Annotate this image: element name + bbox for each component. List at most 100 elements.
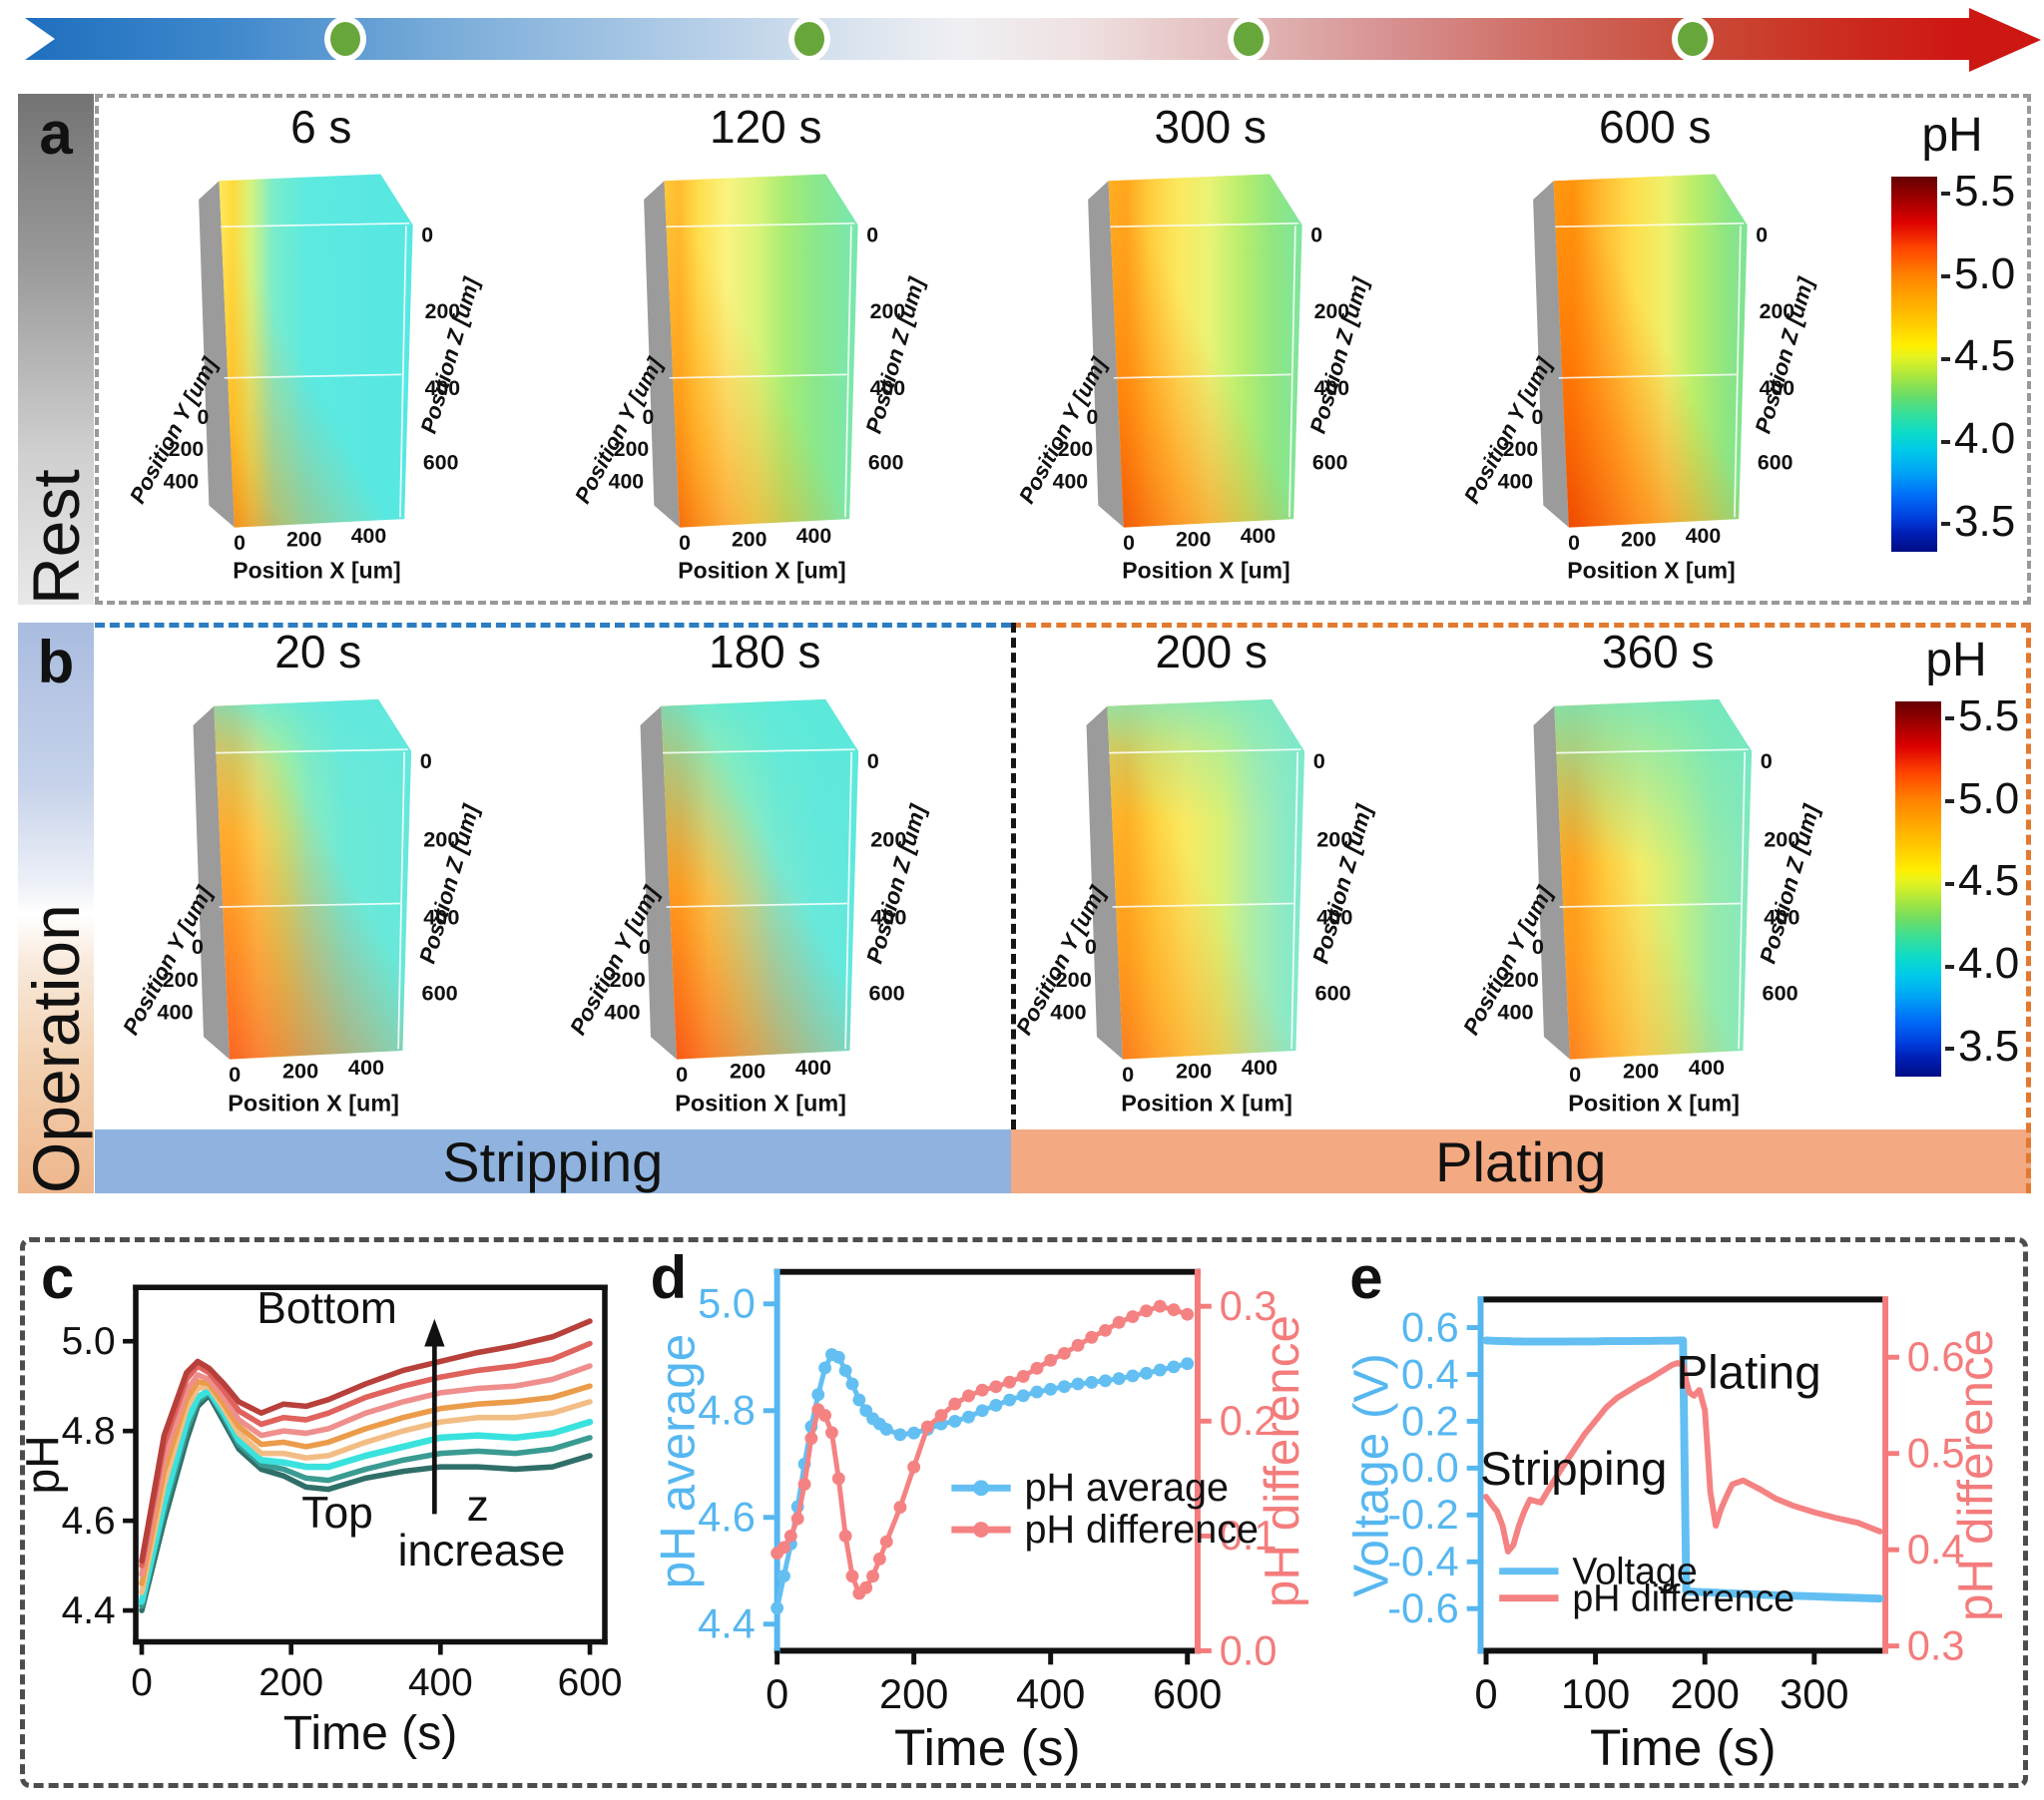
volume-3d-svg: 0 200 400 600 Position Z [um] 0 200 400 Position… (565, 698, 931, 1117)
volume-plot-title: 300 s (1154, 101, 1268, 153)
svg-text:200: 200 (169, 437, 204, 461)
colorbar-tick-label: 4.5 (1945, 856, 2019, 906)
colorbar: pH 5.5 5.0 4.5 4.0 3.5 (1881, 623, 2031, 1127)
svg-text:400: 400 (1242, 1055, 1278, 1080)
svg-text:200: 200 (425, 299, 460, 323)
volume-plot-title: 20 s (274, 626, 362, 677)
rest-label-bar: a Rest (18, 94, 94, 605)
svg-text:400: 400 (1689, 1055, 1725, 1080)
svg-text:0.2: 0.2 (1401, 1397, 1459, 1444)
svg-text:400: 400 (1241, 524, 1276, 548)
svg-text:200: 200 (282, 1059, 318, 1084)
svg-text:600: 600 (868, 981, 904, 1006)
colorbar-bar (1891, 177, 1937, 552)
svg-text:400: 400 (1497, 469, 1532, 493)
svg-text:400: 400 (795, 1055, 831, 1080)
svg-text:Position X [um]: Position X [um] (1568, 1091, 1740, 1117)
svg-text:Position X [um]: Position X [um] (1567, 558, 1735, 584)
colorbar-tick-label: 3.5 (1945, 1022, 2019, 1072)
chart-d-block: d 0 200 400 600 4.4 4.6 4.8 5.0 0.0 0.1 0.2 0.3 pH a… (635, 1242, 1334, 1783)
volume-plot: 180 s 0 200 400 600 Position Z [um] 0 200 400 Pos… (542, 623, 989, 1127)
colorbar-tick-label: 3.5 (1941, 497, 2015, 547)
svg-text:0: 0 (234, 531, 246, 555)
svg-text:200: 200 (1058, 437, 1093, 461)
timeline-dot-icon (329, 22, 360, 56)
svg-text:Position Z [um]: Position Z [um] (860, 274, 929, 436)
svg-text:200: 200 (730, 1059, 766, 1084)
plating-bar: Plating (1010, 1129, 2031, 1193)
svg-text:-0.2: -0.2 (1387, 1491, 1459, 1538)
svg-text:Time (s): Time (s) (1590, 1718, 1777, 1776)
svg-text:600: 600 (422, 981, 458, 1006)
svg-text:0.5: 0.5 (1907, 1430, 1965, 1477)
svg-text:0: 0 (1475, 1670, 1498, 1717)
colorbar-tick-label: 5.0 (1945, 774, 2019, 824)
volume-3d-svg: 0 200 400 600 Position Z [um] 0 200 400 Position… (118, 698, 484, 1117)
svg-text:Position Z [um]: Position Z [um] (1750, 274, 1818, 436)
chart-c-block: c 0 200 400 600 4.4 4.6 4.8 5.0 pH Time (s) Bottom… (16, 1242, 635, 1783)
panel-letter-a: a (39, 100, 73, 167)
svg-text:4.8: 4.8 (62, 1410, 116, 1453)
colorbar-tick-label: 4.0 (1945, 939, 2019, 989)
svg-text:600: 600 (1153, 1670, 1222, 1717)
svg-text:200: 200 (1176, 1059, 1212, 1084)
svg-text:200: 200 (286, 527, 321, 551)
volume-plot: 600 s 0 200 400 600 Position Z [um] 0 200 400 Pos… (1433, 98, 1878, 601)
svg-text:200: 200 (1671, 1670, 1740, 1717)
svg-text:0: 0 (198, 405, 210, 429)
svg-text:0.2: 0.2 (1219, 1397, 1277, 1444)
svg-text:400: 400 (1317, 904, 1353, 929)
svg-text:0.1: 0.1 (1219, 1512, 1277, 1559)
volume-plot-title: 200 s (1155, 626, 1269, 677)
svg-text:200: 200 (609, 967, 645, 992)
svg-text:300: 300 (1780, 1670, 1848, 1717)
colorbar-bar (1895, 701, 1941, 1077)
volume-plot-title: 600 s (1598, 101, 1712, 153)
svg-text:400: 400 (604, 1000, 640, 1025)
svg-text:600: 600 (558, 1661, 623, 1704)
svg-text:Voltage (V): Voltage (V) (1344, 1353, 1399, 1597)
volume-3d-svg: 0 200 400 600 Position Z [um] 0 200 400 Position… (1014, 174, 1373, 584)
svg-text:0: 0 (1123, 531, 1135, 555)
phase-divider (1010, 623, 1016, 1129)
svg-text:200: 200 (1502, 437, 1537, 461)
svg-text:200: 200 (879, 1670, 948, 1717)
svg-text:0.3: 0.3 (1907, 1621, 1965, 1668)
plating-dashed-border (1010, 623, 2031, 1193)
svg-text:0: 0 (676, 1062, 688, 1087)
volume-3d-svg: 0 200 400 600 Position Z [um] 0 200 400 Position… (569, 174, 929, 584)
svg-text:600: 600 (423, 451, 458, 475)
operation-label-bar: b Operation (18, 623, 94, 1193)
svg-text:400: 400 (348, 1055, 384, 1080)
svg-text:pH: pH (16, 1435, 68, 1494)
svg-text:400: 400 (1051, 1000, 1087, 1025)
volume-plot: 6 s 0 200 400 600 Position Z [um] 0 200 400 Posit… (99, 98, 544, 601)
svg-text:400: 400 (1759, 376, 1793, 400)
colorbar-title: pH (1925, 634, 1987, 686)
svg-text:0: 0 (1756, 224, 1768, 247)
svg-text:0.3: 0.3 (1219, 1282, 1277, 1329)
svg-text:4.4: 4.4 (698, 1600, 756, 1647)
svg-text:Position Z [um]: Position Z [um] (1305, 274, 1374, 436)
svg-text:0: 0 (1310, 224, 1322, 247)
timeline-arrow (25, 8, 2041, 72)
svg-text:0: 0 (1532, 934, 1544, 959)
svg-text:Time (s): Time (s) (894, 1718, 1081, 1776)
svg-text:0: 0 (420, 748, 432, 773)
svg-text:Position X [um]: Position X [um] (233, 558, 400, 584)
svg-text:increase: increase (398, 1527, 566, 1575)
chart-c-svg: 0 200 400 600 4.4 4.6 4.8 5.0 pH Time (s) Bottom To… (16, 1284, 623, 1760)
svg-text:200: 200 (1759, 299, 1793, 323)
svg-text:0.0: 0.0 (1219, 1626, 1277, 1673)
svg-text:200: 200 (1620, 527, 1655, 551)
svg-text:400: 400 (869, 376, 904, 400)
volume-plot: 120 s 0 200 400 600 Position Z [um] 0 200 400 Pos… (544, 98, 989, 601)
svg-text:400: 400 (608, 469, 643, 493)
colorbar: pH 5.5 5.0 4.5 4.0 3.5 (1877, 98, 2027, 601)
svg-text:0: 0 (229, 1062, 241, 1087)
svg-text:z: z (467, 1482, 489, 1531)
svg-text:200: 200 (869, 299, 904, 323)
svg-text:Time (s): Time (s) (283, 1706, 458, 1760)
svg-text:400: 400 (351, 524, 386, 548)
